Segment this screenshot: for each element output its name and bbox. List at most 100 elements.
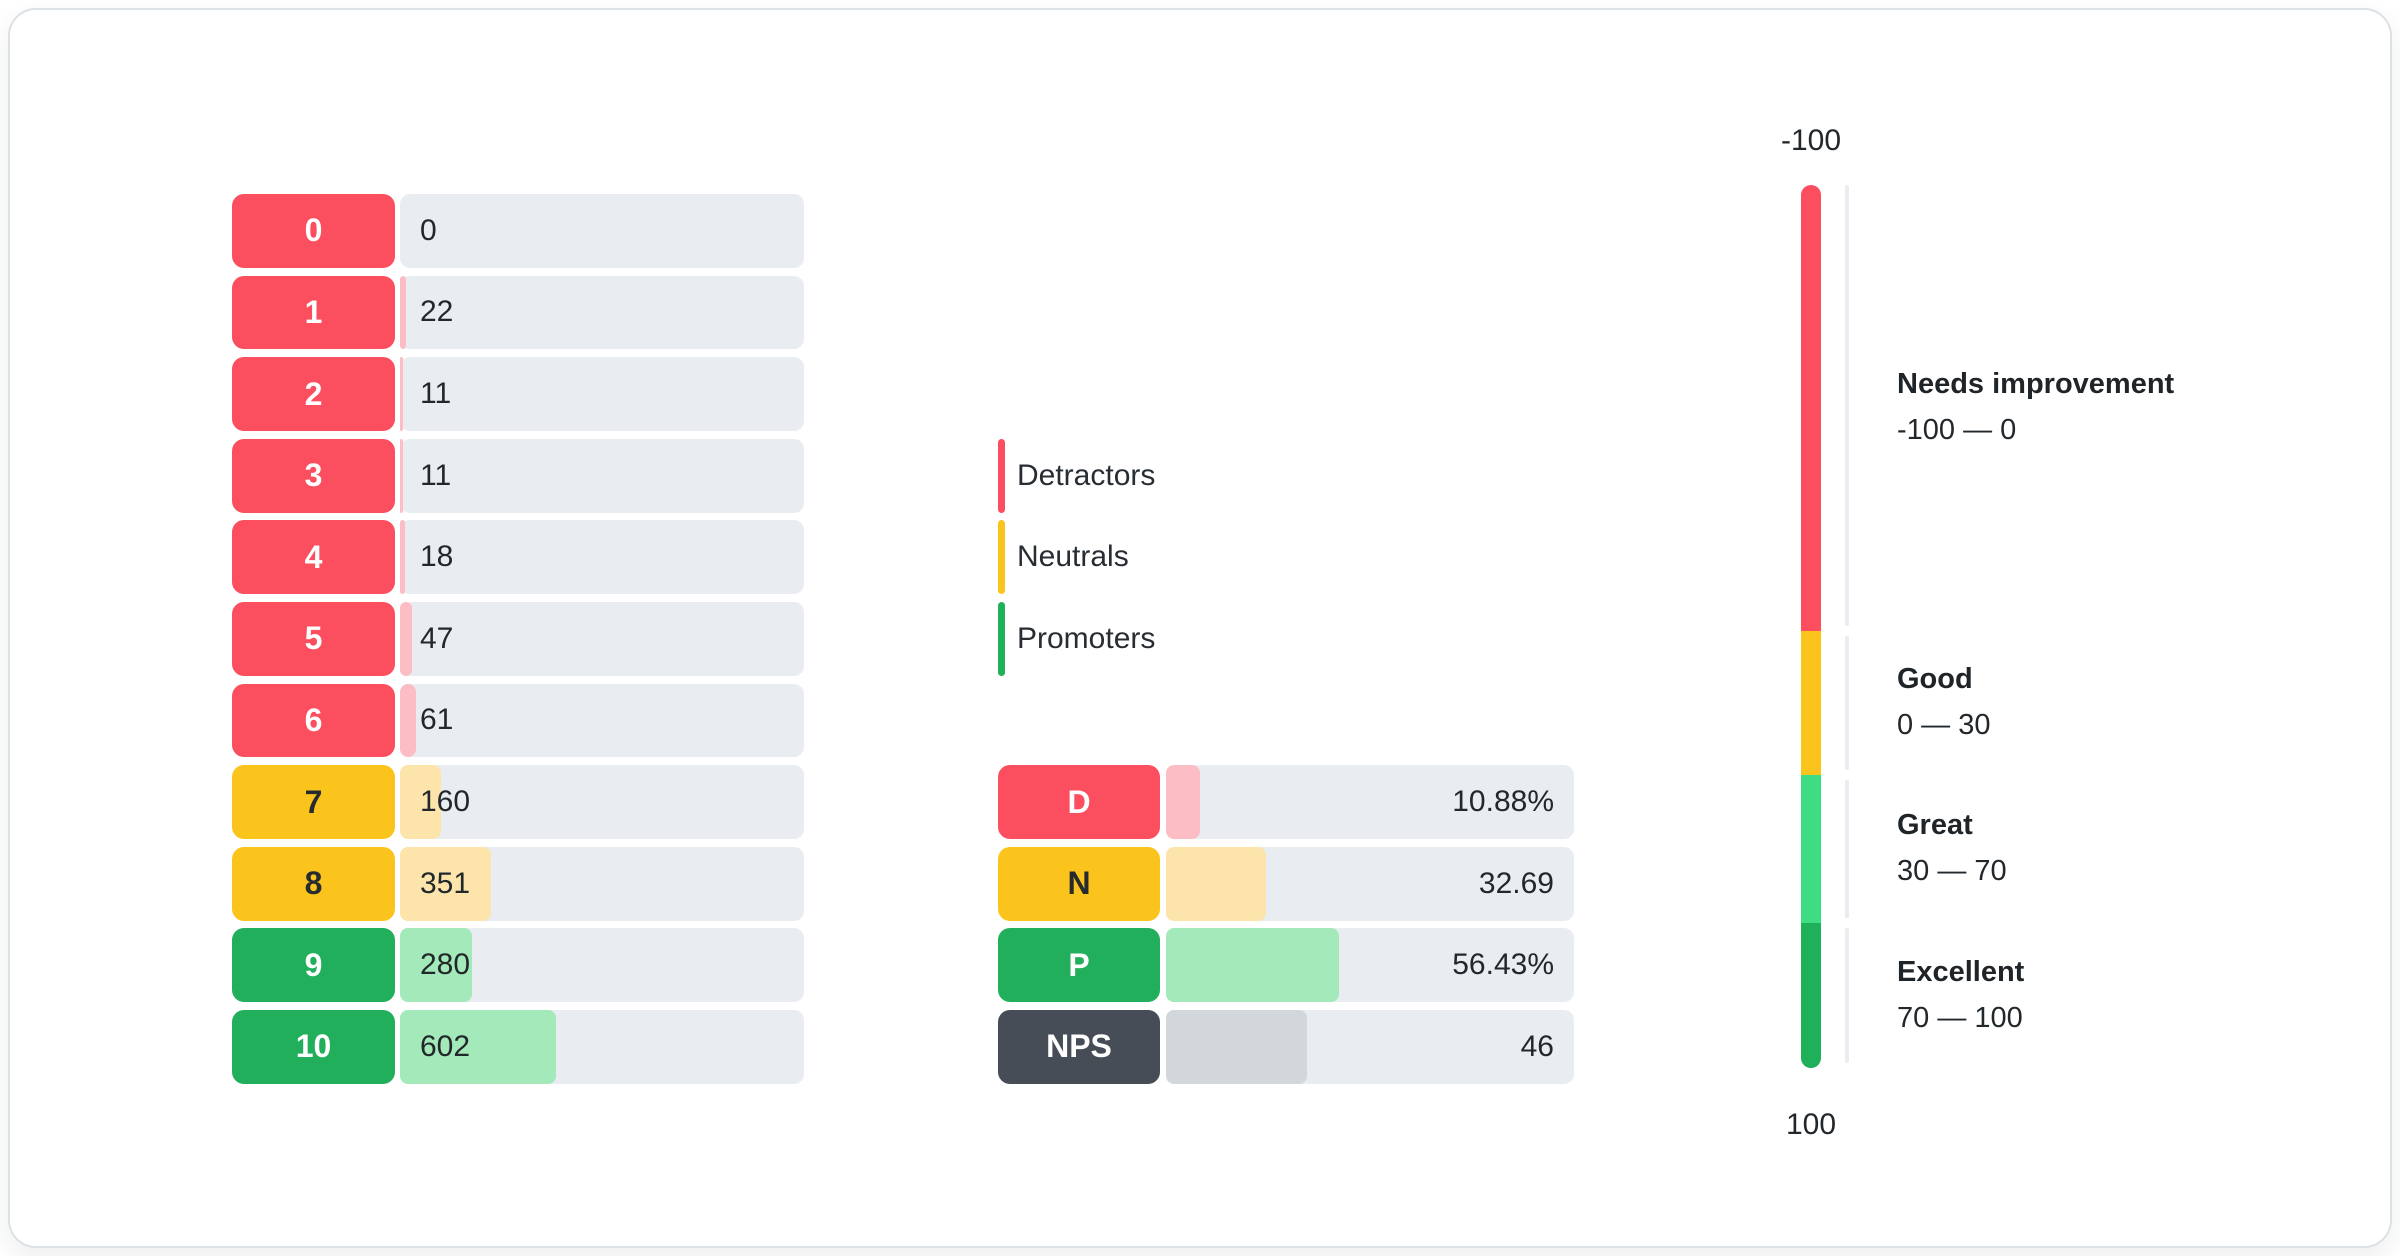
score-button[interactable]: 7: [232, 765, 395, 839]
score-track: 61: [400, 683, 804, 758]
score-track: 22: [400, 275, 804, 350]
gauge-zone-range: 0 — 30: [1897, 708, 1991, 741]
score-button[interactable]: 0: [232, 194, 395, 268]
score-track: 47: [400, 601, 804, 676]
score-distribution-chart: 0 0 1 22 2 11 3: [232, 194, 804, 1084]
legend-swatch: [998, 520, 1005, 595]
score-button-label: 10: [295, 1028, 332, 1065]
gauge-zone-label: Excellent 70 — 100: [1897, 954, 2024, 1037]
score-button-label: 9: [304, 946, 323, 983]
gauge-axis-line-segment: [1845, 185, 1849, 631]
gauge-axis-line-segment: [1845, 923, 1849, 1068]
summary-category-label: NPS: [1046, 1028, 1112, 1065]
score-button-label: 2: [304, 375, 323, 412]
score-row: 10 602: [232, 1009, 804, 1084]
summary-value: 56.43%: [1452, 948, 1554, 982]
score-value: 602: [420, 1029, 471, 1063]
score-button[interactable]: 9: [232, 928, 395, 1003]
gauge-zone-range: -100 — 0: [1897, 413, 2017, 446]
score-button[interactable]: 1: [232, 275, 395, 350]
score-track: 160: [400, 765, 804, 839]
summary-category-button: N: [998, 846, 1160, 921]
score-track: 18: [400, 520, 804, 595]
score-button[interactable]: 5: [232, 601, 395, 676]
summary-fill: [1166, 765, 1201, 839]
gauge-bottom-label: 100: [1785, 1108, 1837, 1141]
summary-category-button: D: [998, 765, 1160, 839]
summary-track: 10.88%: [1166, 765, 1574, 839]
gauge-zone-label: Great 30 — 70: [1897, 807, 2007, 890]
score-button-label: 3: [304, 457, 323, 494]
score-fill: [400, 683, 416, 758]
score-fill: [400, 601, 413, 676]
legend-item: Detractors: [998, 438, 1156, 513]
score-button-label: 7: [304, 783, 323, 820]
gauge-zone-segment: [1801, 630, 1821, 775]
score-value: 47: [420, 621, 454, 655]
summary-fill: [1166, 1009, 1308, 1084]
score-button[interactable]: 4: [232, 520, 395, 595]
gauge-zone-label: Needs improvement -100 — 0: [1897, 366, 2174, 449]
score-button-label: 6: [304, 701, 323, 738]
gauge-zone-title: Excellent: [1897, 955, 2025, 988]
nps-gauge-bar: [1801, 185, 1821, 1068]
score-button-label: 4: [304, 538, 323, 575]
legend: Detractors Neutrals Promoters: [998, 438, 1156, 676]
score-button[interactable]: 3: [232, 438, 395, 513]
score-value: 61: [420, 703, 454, 737]
summary-category-label: D: [1067, 783, 1091, 820]
gauge-zone-label: Good 0 — 30: [1897, 661, 1991, 744]
score-row: 8 351: [232, 846, 804, 921]
gauge-zone-segment: [1801, 774, 1821, 924]
score-track: 351: [400, 846, 804, 921]
nps-summary-chart: D 10.88% N 32.69 P 56.43%: [998, 765, 1574, 1084]
score-button[interactable]: 8: [232, 846, 395, 921]
gauge-zone-segment: [1801, 185, 1821, 631]
score-button[interactable]: 10: [232, 1009, 395, 1084]
legend-label: Neutrals: [1017, 540, 1129, 574]
score-value: 160: [420, 785, 471, 819]
score-track: 0: [400, 194, 804, 268]
score-row: 5 47: [232, 601, 804, 676]
gauge-axis-line: [1845, 185, 1849, 1068]
score-button[interactable]: 6: [232, 683, 395, 758]
summary-value: 10.88%: [1452, 785, 1554, 819]
score-fill: [400, 1009, 556, 1084]
score-button[interactable]: 2: [232, 357, 395, 431]
legend-swatch: [998, 438, 1005, 513]
score-button-label: 8: [304, 865, 323, 902]
score-track: 280: [400, 928, 804, 1003]
gauge-zone-title: Good: [1897, 662, 1973, 695]
gauge-axis-line-segment: [1845, 775, 1849, 923]
summary-track: 46: [1166, 1009, 1574, 1084]
score-value: 280: [420, 948, 471, 982]
legend-item: Neutrals: [998, 520, 1155, 595]
score-row: 2 11: [232, 357, 804, 431]
summary-row: N 32.69: [998, 846, 1574, 921]
score-track: 11: [400, 438, 804, 513]
legend-swatch: [998, 601, 1005, 676]
summary-category-button: NPS: [998, 1009, 1160, 1084]
score-value: 18: [420, 540, 454, 574]
score-button-label: 5: [304, 620, 323, 657]
score-fill: [400, 275, 406, 350]
score-fill: [400, 928, 473, 1003]
score-fill: [400, 438, 403, 513]
score-row: 1 22: [232, 275, 804, 350]
legend-label: Detractors: [1017, 458, 1156, 492]
summary-fill: [1166, 846, 1267, 921]
summary-track: 32.69: [1166, 846, 1574, 921]
summary-category-label: N: [1067, 865, 1091, 902]
score-row: 6 61: [232, 683, 804, 758]
gauge-zone-title: Great: [1897, 809, 1973, 842]
score-value: 0: [420, 213, 437, 247]
summary-track: 56.43%: [1166, 928, 1574, 1003]
score-row: 4 18: [232, 520, 804, 595]
summary-category-label: P: [1068, 946, 1090, 983]
gauge-top-label: -100: [1780, 124, 1842, 157]
summary-row: D 10.88%: [998, 765, 1574, 839]
score-value: 11: [420, 458, 452, 492]
score-fill: [400, 520, 405, 595]
gauge-zone-segment: [1801, 923, 1821, 1068]
score-value: 351: [420, 866, 471, 900]
